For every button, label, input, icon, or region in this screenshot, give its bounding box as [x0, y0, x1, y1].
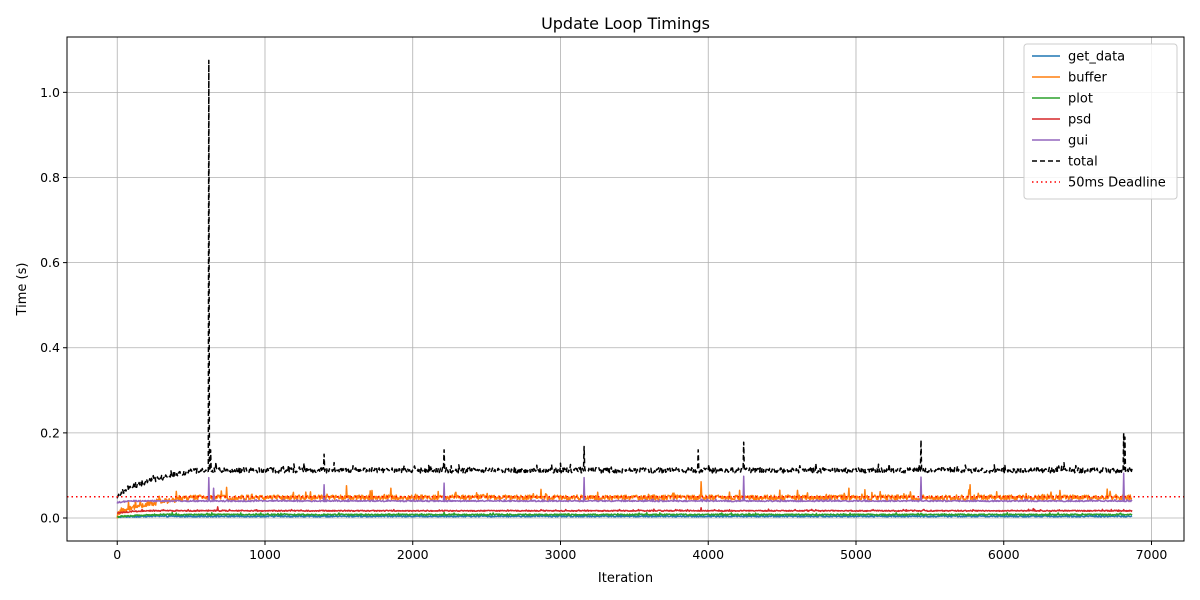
legend-label-total: total [1068, 155, 1098, 170]
series-get-data [116, 513, 1133, 519]
x-tick-label: 2000 [397, 547, 429, 562]
x-tick-label: 7000 [1136, 547, 1168, 562]
legend-label-psd: psd [1068, 113, 1091, 128]
x-tick-label: 4000 [692, 547, 724, 562]
legend-label-gui: gui [1068, 134, 1088, 149]
series-total [116, 59, 1133, 499]
x-tick-label: 0 [113, 547, 121, 562]
series-layer [67, 59, 1184, 519]
x-tick-label: 6000 [988, 547, 1020, 562]
y-tick-label: 0.8 [40, 170, 60, 185]
y-tick-label: 1.0 [40, 85, 60, 100]
series-buffer [116, 481, 1133, 519]
series-gui [116, 472, 1133, 504]
x-axis-label: Iteration [598, 571, 653, 586]
x-tick-label: 1000 [249, 547, 281, 562]
y-axis-label: Time (s) [15, 263, 30, 317]
y-tick-label: 0.2 [40, 425, 60, 440]
y-tick-label: 0.4 [40, 340, 60, 355]
legend-label-50ms-deadline: 50ms Deadline [1068, 176, 1166, 191]
y-tick-label: 0.0 [40, 511, 60, 526]
x-tick-label: 3000 [545, 547, 577, 562]
legend-box [1023, 43, 1178, 200]
ticks: 0 1000 2000 3000 4000 5000 6000 7000 0.0 0.2 0.4 0.… [40, 85, 1167, 562]
chart-title: Update Loop Timings [541, 14, 710, 33]
grid-lines [67, 37, 1184, 541]
y-tick-label: 0.6 [40, 255, 60, 270]
legend-label-get-data: get_data [1068, 50, 1125, 65]
legend-label-buffer: buffer [1068, 71, 1107, 86]
x-tick-label: 5000 [840, 547, 872, 562]
series-plot [116, 511, 1133, 519]
legend-label-plot: plot [1068, 92, 1093, 107]
series-psd [116, 506, 1133, 514]
plot-frame [66, 36, 1185, 542]
